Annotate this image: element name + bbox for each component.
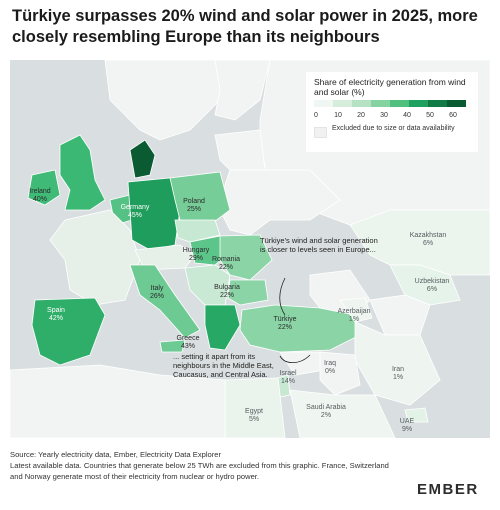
country-label: Türkiye 22% xyxy=(273,316,297,331)
legend-swatch xyxy=(428,100,447,107)
annotation-europe: Türkiye's wind and solar generation is c… xyxy=(260,236,378,254)
legend-tick: 50 xyxy=(426,112,434,119)
country-shape-ireland xyxy=(27,169,61,206)
country-shape-spain xyxy=(31,297,106,366)
country-shape-turkiye xyxy=(239,304,361,353)
legend-swatch xyxy=(333,100,352,107)
ember-logo: EMBER xyxy=(417,481,479,498)
country-shape-bulgaria xyxy=(227,279,269,306)
footnote: Latest available data. Countries that ge… xyxy=(10,461,389,481)
country-shape-baltics xyxy=(214,129,266,171)
country-label: Kazakhstan 6% xyxy=(409,232,447,247)
legend-swatch xyxy=(352,100,371,107)
country-shape-iran xyxy=(354,321,441,406)
legend-swatch xyxy=(409,100,428,107)
country-label: Saudi Arabia 2% xyxy=(306,404,346,419)
country-label: Hungary 29% xyxy=(182,247,210,262)
country-shape-north-africa xyxy=(10,364,226,438)
country-shape-italy xyxy=(129,264,201,339)
country-label: Ireland 40% xyxy=(29,188,51,203)
source-note: Source: Yearly electricity data, Ember, … xyxy=(10,450,222,459)
legend-tick: 60 xyxy=(449,112,457,119)
country-label: Poland 25% xyxy=(183,198,205,213)
footer: Source: Yearly electricity data, Ember, … xyxy=(10,449,390,482)
legend-swatch xyxy=(371,100,390,107)
country-label: Greece 43% xyxy=(176,335,200,350)
country-label: Egypt 5% xyxy=(245,408,263,423)
legend-excluded-swatch xyxy=(314,127,327,138)
country-label: Romania 22% xyxy=(211,256,241,271)
legend-tick: 30 xyxy=(380,112,388,119)
country-shape-finland xyxy=(214,60,271,121)
country-shape-czechia xyxy=(174,219,221,243)
legend-tick: 0 xyxy=(314,112,318,119)
country-shape-turkmenistan xyxy=(369,294,431,336)
annotation-line-europe xyxy=(279,277,286,316)
country-label: Italy 26% xyxy=(149,285,165,300)
country-label: Germany 45% xyxy=(120,204,150,219)
legend-swatch xyxy=(390,100,409,107)
country-label: Iran 1% xyxy=(391,366,405,381)
country-shape-saudi-arabia xyxy=(289,389,396,438)
logo-text: EMBER xyxy=(417,481,479,498)
chart-title: Türkiye surpasses 20% wind and solar pow… xyxy=(12,7,478,46)
legend-excluded-label: Excluded due to size or data availabilit… xyxy=(332,125,455,132)
country-shape-denmark xyxy=(129,139,156,179)
map-svg xyxy=(10,60,490,438)
legend-title: Share of electricity generation from win… xyxy=(314,77,466,97)
country-label: Iraq 0% xyxy=(323,360,337,375)
legend-tick: 20 xyxy=(357,112,365,119)
annotation-neighbours: ... setting it apart from its neighbours… xyxy=(173,352,274,379)
country-label: Bulgaria 22% xyxy=(214,284,240,299)
country-shape-uae xyxy=(404,407,429,423)
country-shape-greece xyxy=(204,304,241,351)
legend-tick: 10 xyxy=(334,112,342,119)
legend-swatch xyxy=(314,100,333,107)
country-label: UAE 9% xyxy=(399,418,415,433)
legend: Share of electricity generation from win… xyxy=(306,72,478,152)
country-label: Azerbaijan 1% xyxy=(337,308,371,323)
country-label: Israel 14% xyxy=(279,370,297,385)
country-label: Uzbekistan 6% xyxy=(414,278,450,293)
country-shape-uk xyxy=(59,134,106,211)
country-shape-france xyxy=(49,209,141,306)
annotation-line-neighbours xyxy=(279,354,311,364)
legend-tick: 40 xyxy=(403,112,411,119)
country-shape-sicily xyxy=(159,339,186,353)
country-label: Spain 42% xyxy=(47,307,65,322)
country-shape-azerbaijan xyxy=(339,297,373,323)
country-shape-iraq xyxy=(319,351,361,396)
legend-swatch xyxy=(447,100,466,107)
